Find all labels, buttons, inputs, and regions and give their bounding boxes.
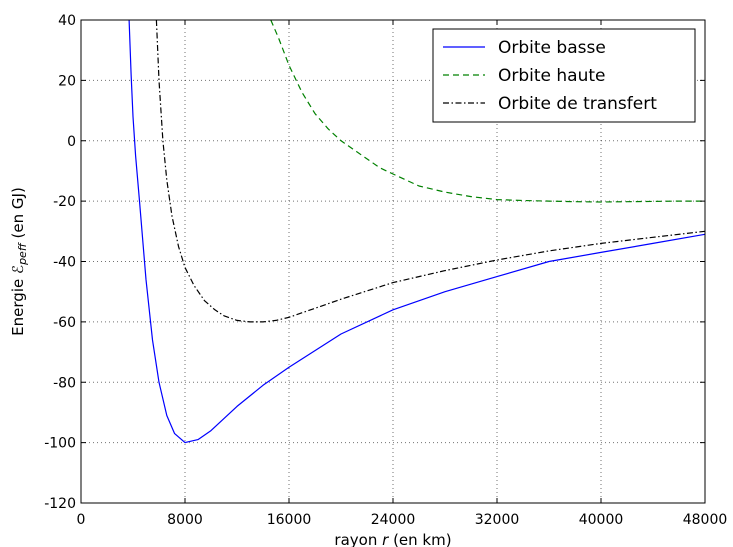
y-axis-label-text: Energie ℰpeff (en GJ) <box>9 187 29 336</box>
y-tick-label: -60 <box>53 315 76 331</box>
series-line-1 <box>128 20 705 444</box>
x-axis-label-part: r <box>382 531 389 547</box>
y-tick-label: -40 <box>53 255 76 271</box>
y-tick-label: -120 <box>44 496 76 512</box>
x-tick-label: 24000 <box>371 512 416 528</box>
x-axis-label: rayon r (en km) <box>334 531 451 547</box>
legend: Orbite basse Orbite haute Orbite de transf… <box>432 28 696 123</box>
legend-label-3: Orbite de transfert <box>498 94 657 114</box>
x-axis-label-part: rayon <box>334 531 382 547</box>
y-axis-label: Energie ℰpeff (en GJ) <box>9 187 29 336</box>
ticks-layer: 0 8000 16000 24000 32000 40000 48000 40 20 0 -20 -4… <box>44 13 727 528</box>
x-axis-label-part: (en km) <box>388 531 451 547</box>
y-tick-label: -80 <box>53 375 76 391</box>
y-tick-label: 40 <box>58 13 76 29</box>
x-tick-label: 40000 <box>579 512 624 528</box>
series-layer <box>128 20 705 444</box>
legend-label-2: Orbite haute <box>498 66 606 86</box>
series-line-2 <box>270 20 705 203</box>
legend-label-1: Orbite basse <box>498 38 606 58</box>
y-tick-label: 0 <box>67 134 76 150</box>
y-axis-label-part: (en GJ) <box>9 187 27 243</box>
x-tick-label: 16000 <box>267 512 312 528</box>
x-axis-label-text: rayon r (en km) <box>334 531 451 547</box>
y-tick-label: -100 <box>44 436 76 452</box>
x-tick-label: 8000 <box>167 512 203 528</box>
x-tick-label: 0 <box>77 512 86 528</box>
y-axis-label-part: peff <box>16 242 29 266</box>
x-tick-label: 48000 <box>683 512 728 528</box>
y-axis-label-part: ℰ <box>9 265 27 274</box>
y-axis-label-part: Energie <box>9 274 27 336</box>
y-tick-label: -20 <box>53 194 76 210</box>
y-tick-label: 20 <box>58 73 76 89</box>
x-tick-label: 32000 <box>475 512 520 528</box>
series-line-3 <box>155 20 705 323</box>
